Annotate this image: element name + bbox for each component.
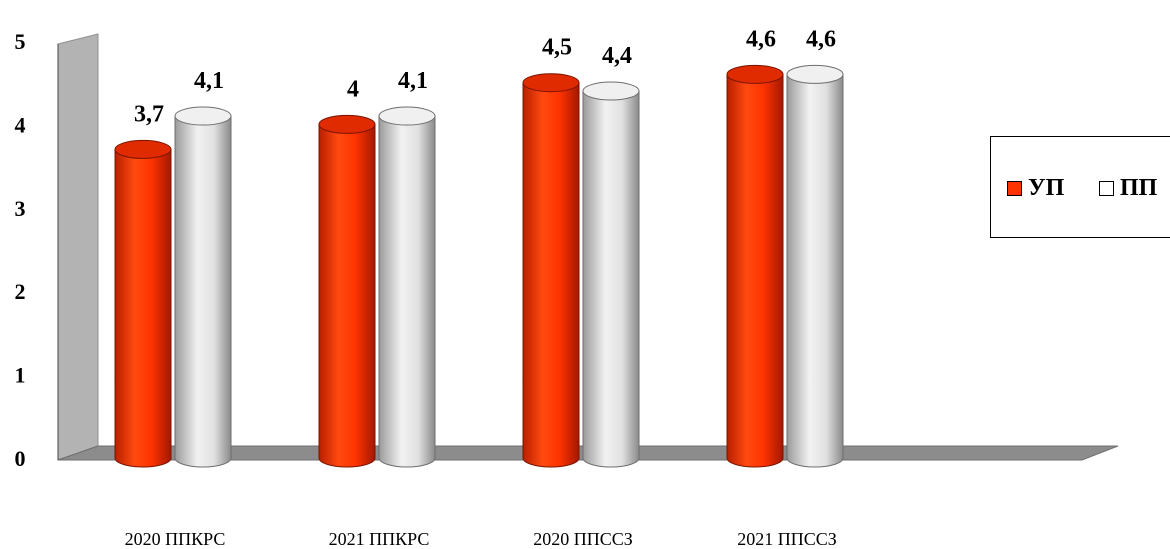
y-tick-label: 1 xyxy=(15,363,26,388)
bar-pp-2 xyxy=(378,106,436,468)
x-tick-label: 2021 ППССЗ xyxy=(737,529,837,549)
chart-back-wall xyxy=(57,33,99,461)
bar-pp-4 xyxy=(786,64,844,468)
y-tick-label: 5 xyxy=(15,29,26,54)
x-tick-label: 2020 ППКРС xyxy=(125,529,226,549)
data-label-pp-4: 4,6 xyxy=(806,26,836,52)
x-tick-label: 2020 ППССЗ xyxy=(533,529,633,549)
data-label-up-1: 3,7 xyxy=(134,101,164,127)
y-tick-label: 4 xyxy=(15,112,26,137)
legend-label-pp: ПП xyxy=(1120,175,1158,201)
y-tick-label: 2 xyxy=(15,279,26,304)
data-label-pp-3: 4,4 xyxy=(602,43,632,69)
legend-item-pp: ПП xyxy=(1099,175,1157,202)
chart-legend: УП ПП xyxy=(990,136,1170,238)
legend-item-up: УП xyxy=(1007,175,1064,202)
y-tick-label: 0 xyxy=(15,446,26,471)
data-label-pp-1: 4,1 xyxy=(194,68,224,94)
x-tick-label: 2021 ППКРС xyxy=(329,529,430,549)
bar-up-2 xyxy=(318,114,376,468)
y-tick-label: 3 xyxy=(15,196,26,221)
data-label-up-3: 4,5 xyxy=(542,35,572,61)
bar-up-3 xyxy=(522,73,580,468)
legend-label-up: УП xyxy=(1028,175,1065,201)
bar-pp-3 xyxy=(582,81,640,468)
data-label-pp-2: 4,1 xyxy=(398,68,428,94)
legend-swatch-up xyxy=(1007,181,1022,196)
bar-pp-1 xyxy=(174,106,232,468)
legend-swatch-pp xyxy=(1099,181,1114,196)
bar-up-4 xyxy=(726,64,784,468)
data-label-up-4: 4,6 xyxy=(746,26,776,52)
bar-up-1 xyxy=(114,139,172,468)
data-label-up-2: 4 xyxy=(347,76,359,102)
